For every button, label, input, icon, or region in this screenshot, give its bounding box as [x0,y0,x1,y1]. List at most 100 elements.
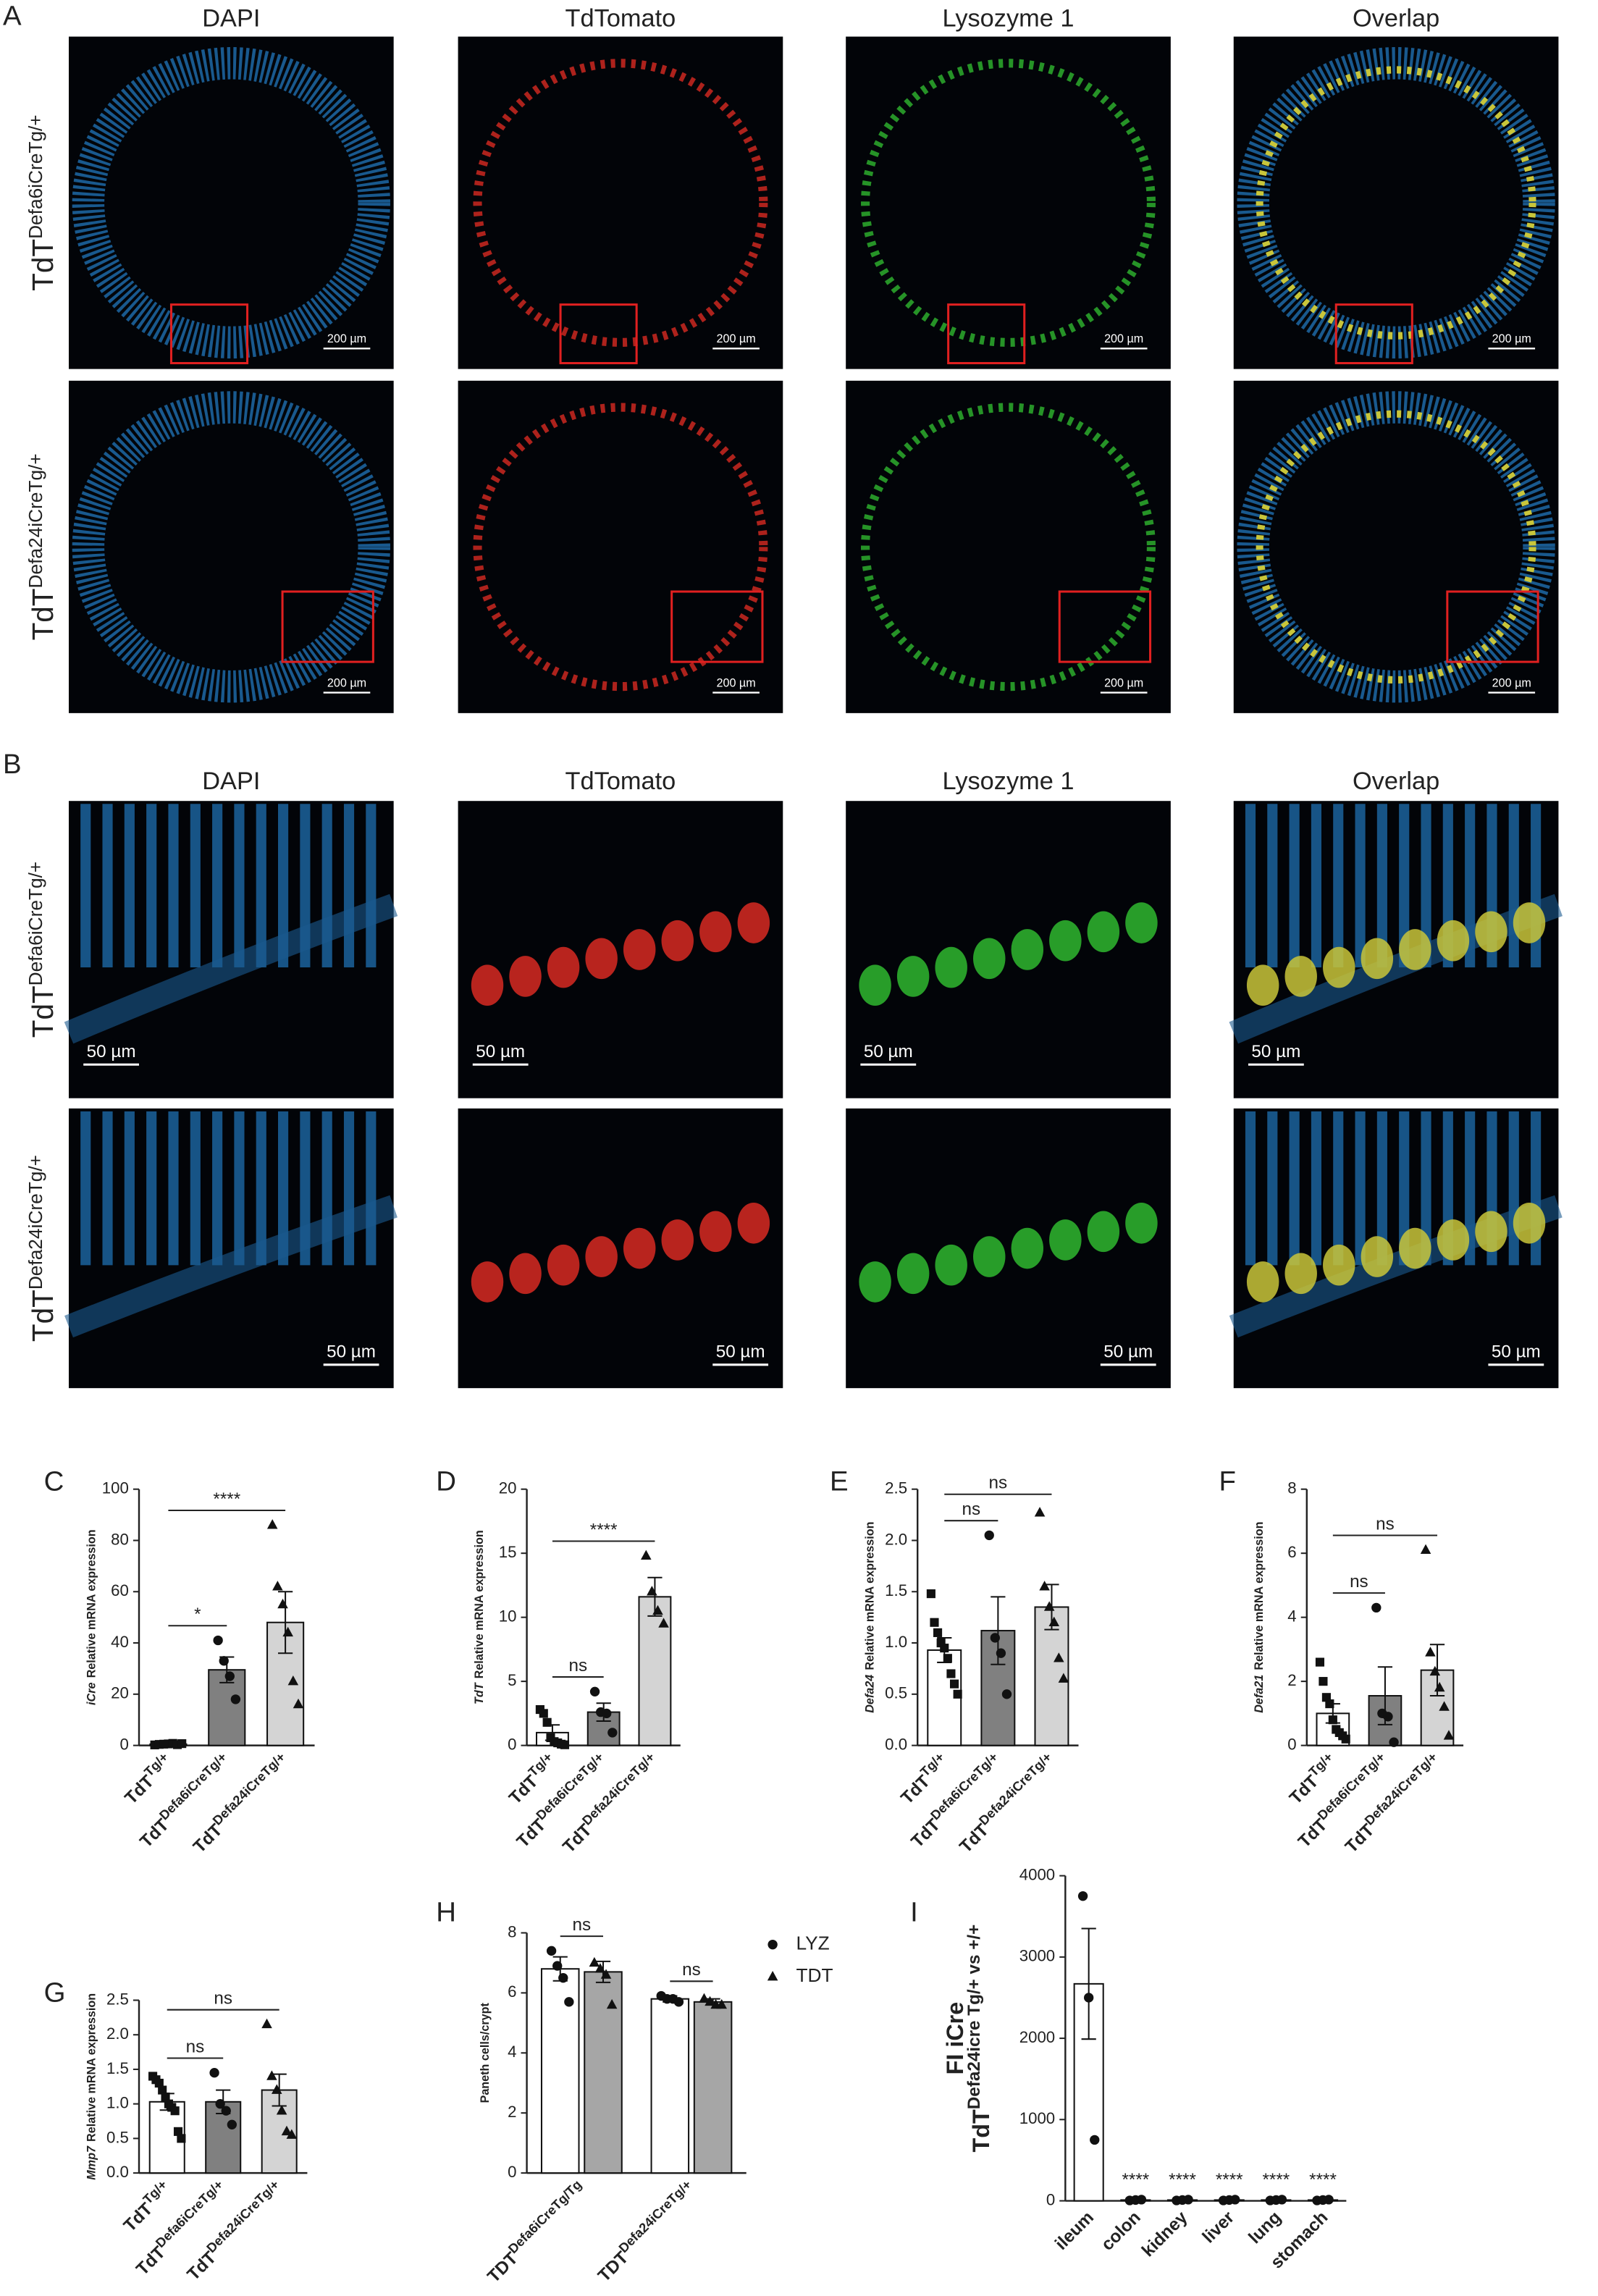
point [209,2068,219,2078]
row-label: TdTDefa24iCreTg/+ [25,453,59,640]
point [589,1956,600,1967]
significance-label: **** [1169,2170,1196,2190]
point [1425,1647,1436,1657]
villus [1508,1111,1519,1266]
villus [1333,1111,1344,1266]
y-tick-label: 8 [1287,1479,1296,1497]
tissue-ring [861,403,1156,691]
x-tick-label: colon [1098,2208,1145,2255]
x-tick-label: TdTDefa24iCreTg/+ [181,2177,288,2284]
tissue-ring [473,59,768,347]
villus [80,804,91,968]
y-tick-label: 60 [111,1581,129,1599]
micrograph [68,801,394,1098]
significance-label: **** [1216,2170,1243,2190]
paneth-cell [1475,911,1507,953]
paneth-cell [509,1253,542,1295]
villus [1267,1111,1278,1266]
micrograph [846,36,1171,369]
x-tick-label: TDTDefa6iCreTg/Tg [481,2177,591,2287]
villus [1289,804,1300,968]
villus [234,804,245,968]
significance-label: ns [186,2037,205,2056]
villus [80,1111,91,1266]
legend-marker [767,1971,778,1981]
paneth-cell [859,1261,891,1303]
paneth-cell [1087,911,1120,953]
micrograph [1233,36,1559,369]
point [926,1589,935,1599]
scale-bar-label: 200 µm [1492,332,1531,345]
x-tick-label-sup: Defa6iCreTg/Tg [505,2177,584,2256]
villus [256,1111,266,1266]
villus [1267,804,1278,968]
paneth-cell [509,956,542,997]
point [276,2105,287,2115]
paneth-cell [935,946,967,988]
significance-label: **** [213,1489,240,1509]
y-tick-label: 0 [1046,2190,1055,2208]
point [716,1998,727,2009]
paneth-cell [585,938,618,980]
micrograph [846,1108,1171,1389]
point [933,1628,943,1637]
y-tick-label: 3000 [1019,1947,1055,1965]
paneth-cell [661,920,694,962]
scale-bar-label: 200 µm [1104,676,1143,689]
zoom-box [559,303,638,365]
significance-label: ns [573,1915,592,1935]
y-axis-label-base: TdT [968,2109,994,2153]
paneth-cell [737,1202,770,1244]
paneth-cell [1323,946,1355,988]
significance-label: ns [962,1500,981,1519]
paneth-cell [471,964,504,1006]
paneth-cell [896,1253,930,1295]
y-tick-label: 1.5 [885,1581,907,1599]
paneth-cell [547,946,580,988]
point [1328,1715,1337,1725]
x-tick-label: TdTDefa24iCreTg/+ [954,1749,1061,1856]
bar [584,1971,623,2174]
point [705,1996,715,2006]
y-axis-label-gene: Defa24 [864,1675,877,1713]
point [594,1963,606,1973]
legend-label: LYZ [796,1933,829,1954]
micrograph [68,1108,394,1389]
villus [1399,804,1410,968]
point [1383,1712,1393,1722]
paneth-cell [1399,929,1431,970]
column-title: TdTomato [565,4,676,32]
scale-bar-label: 200 µm [1492,676,1531,689]
point [1315,1657,1325,1667]
point [990,1633,1000,1643]
villus [1333,804,1344,968]
point [940,1644,949,1653]
y-axis-label-text: Relative mRNA expression [864,1522,877,1670]
micrograph [458,1108,783,1389]
panel-letter: G [44,1977,66,2009]
point [1434,1681,1445,1692]
y-tick-label: 2.0 [106,2024,129,2043]
paneth-cell [1246,964,1279,1006]
y-tick-label: 2000 [1019,2028,1055,2046]
paneth-cell [973,938,1006,980]
point [1090,2135,1100,2145]
significance-label: ns [1376,1514,1395,1534]
column-title: Overlap [1353,4,1439,32]
paneth-cell [1087,1211,1120,1253]
y-tick-label: 6 [508,1982,516,2001]
point [1034,1507,1046,1517]
villus [366,804,377,968]
paneth-cell [661,1219,694,1261]
point [293,1698,304,1709]
point [953,1689,962,1699]
point [154,2078,164,2088]
villus [1421,804,1431,968]
y-tick-label: 5 [508,1671,516,1689]
point [600,1969,612,1979]
column-title: Overlap [1353,768,1439,795]
scale-bar-label: 200 µm [1104,332,1143,345]
row-label-base: TdT [26,1290,59,1342]
y-tick-label: 20 [111,1684,129,1702]
villus [1245,804,1256,968]
